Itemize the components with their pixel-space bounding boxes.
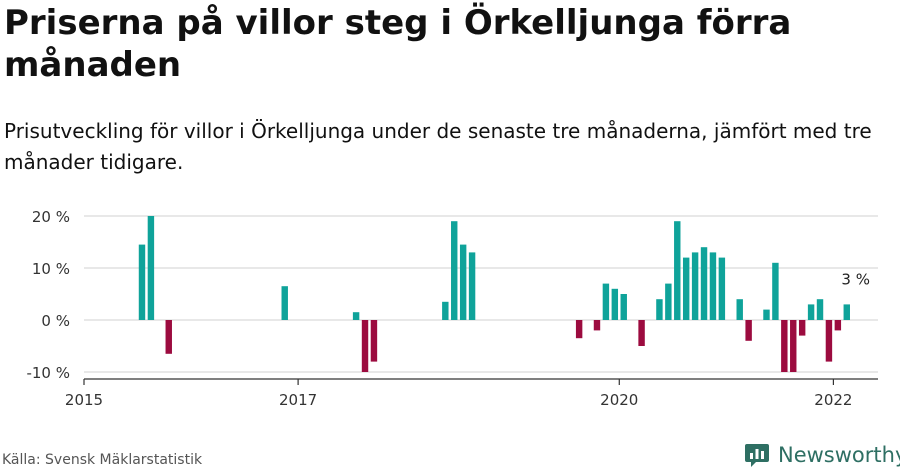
- bar-chart: 20 % 10 % 0 % -10 % 2015 2017 2020 2022 3 %: [26, 208, 878, 409]
- newsworthy-logo: Newsworthy: [744, 442, 900, 468]
- chart-bar: [575, 320, 583, 339]
- chart-bar: [370, 320, 378, 362]
- chart-bar: [772, 262, 779, 320]
- chart-subtitle: Prisutveckling för villor i Örkelljunga …: [4, 119, 872, 174]
- chart-bar: [763, 309, 770, 320]
- chart-bar: [816, 299, 824, 320]
- chart-bar: [781, 320, 788, 372]
- chart-bar: [459, 244, 467, 320]
- x-tick-label: 2020: [600, 391, 638, 409]
- chart-bar: [790, 320, 797, 372]
- chart-bar: [718, 257, 726, 320]
- latest-value-label: 3 %: [841, 270, 870, 288]
- y-tick-label: 10 %: [32, 260, 70, 278]
- chart-bar: [691, 252, 699, 320]
- chart-bar: [709, 252, 717, 320]
- chart-bar: [468, 252, 476, 320]
- chart-bar: [825, 320, 833, 362]
- y-tick-label: 0 %: [41, 312, 70, 330]
- chart-bar: [602, 283, 610, 320]
- x-tick-label: 2015: [65, 391, 103, 409]
- chart-bar: [834, 320, 842, 331]
- chart-bar: [807, 304, 815, 320]
- chart-bar: [656, 299, 663, 320]
- chart-bar: [138, 244, 146, 320]
- chart-bar: [674, 221, 681, 320]
- chart-bar: [638, 320, 645, 346]
- chart-bar: [165, 320, 172, 354]
- chart-bar: [361, 320, 369, 372]
- chart-bar: [451, 221, 458, 320]
- chart-bar: [745, 320, 752, 341]
- brand-name: Newsworthy: [778, 443, 900, 467]
- x-tick-label: 2022: [814, 391, 852, 409]
- y-tick-label: -10 %: [26, 364, 70, 382]
- newsworthy-logo-icon: [745, 444, 769, 467]
- chart-bar: [593, 320, 601, 331]
- chart-bar: [442, 301, 449, 320]
- source-note: Källa: Svensk Mäklarstatistik: [2, 452, 203, 468]
- chart-bar: [665, 283, 672, 320]
- y-tick-label: 20 %: [32, 208, 70, 226]
- chart-bar: [843, 304, 850, 320]
- x-tick-label: 2017: [279, 391, 317, 409]
- chart-bar: [682, 257, 690, 320]
- chart-bar: [147, 216, 155, 320]
- chart-bar: [611, 288, 619, 320]
- chart-bar: [798, 320, 806, 336]
- chart-bar: [620, 294, 627, 320]
- chart-bar: [352, 312, 360, 320]
- chart-bar: [700, 247, 708, 320]
- chart-bar: [736, 299, 743, 320]
- chart-title: Priserna på villor steg i Örkelljunga fö…: [4, 3, 792, 85]
- chart-bar: [281, 286, 288, 320]
